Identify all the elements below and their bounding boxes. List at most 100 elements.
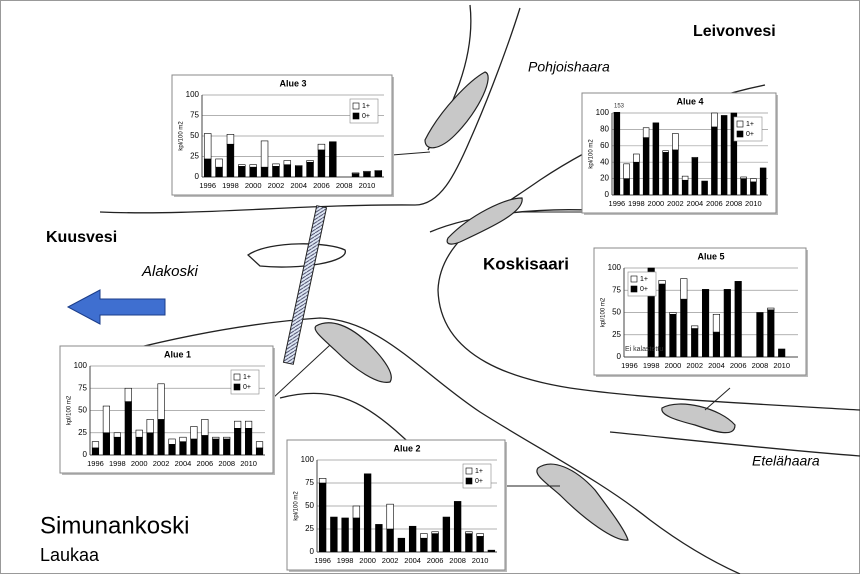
- y-tick-label: 0: [310, 547, 315, 556]
- x-tick-label: 2010: [472, 556, 489, 565]
- x-tick-label: 2006: [313, 181, 330, 190]
- bar: [756, 312, 764, 357]
- bar: [179, 441, 187, 455]
- bar: [341, 517, 349, 552]
- bar: [212, 438, 220, 455]
- bar: [652, 122, 660, 195]
- chart: Alue 3 kpl/100 m2 0 25 50 75 100 1996 1998 2000 20…: [171, 74, 394, 197]
- x-tick-label: 1998: [628, 199, 645, 208]
- x-tick-label: 2004: [687, 199, 704, 208]
- x-tick-label: 2000: [359, 556, 376, 565]
- legend-label: 1+: [746, 121, 754, 128]
- y-tick-label: 25: [305, 524, 314, 533]
- legend-swatch: [465, 467, 473, 475]
- place-label: Etelähaara: [752, 453, 820, 469]
- x-tick-label: 2006: [706, 199, 723, 208]
- x-tick-label: 2002: [686, 361, 703, 370]
- bar: [647, 267, 655, 357]
- bar: [730, 112, 738, 195]
- bars: [318, 473, 496, 552]
- y-tick-label: 100: [608, 263, 622, 272]
- x-tick-label: 2010: [773, 361, 790, 370]
- y-tick-label: 100: [596, 108, 610, 117]
- chart: Alue 5 kpl/100 m2 0 25 50 75 100 1996 1998 2000 20…: [593, 247, 808, 377]
- bar: [179, 436, 187, 442]
- bar: [701, 289, 710, 357]
- legend-label: 0+: [475, 478, 483, 485]
- bars: [203, 133, 383, 177]
- bar: [203, 133, 212, 160]
- y-tick-label: 75: [612, 285, 621, 294]
- chart-title: Alue 1: [164, 349, 191, 359]
- bar: [431, 533, 439, 552]
- annotation: 153: [614, 104, 625, 110]
- bar: [294, 165, 303, 167]
- bar: [226, 143, 235, 177]
- y-tick-label: 50: [78, 406, 87, 415]
- bar: [712, 313, 720, 333]
- bar: [318, 482, 327, 552]
- connectors: [272, 151, 731, 487]
- y-tick-label: 0: [195, 172, 200, 181]
- bar: [408, 525, 417, 552]
- x-tick-label: 1998: [109, 459, 126, 468]
- bar: [476, 533, 484, 537]
- bar: [363, 171, 371, 177]
- bar: [487, 549, 496, 552]
- legend-swatch: [736, 120, 744, 128]
- y-axis-label: kpl/100 m2: [589, 139, 595, 169]
- y-axis-label: kpl/100 m2: [294, 491, 300, 521]
- y-tick-label: 20: [600, 174, 609, 183]
- chart: Alue 4 kpl/100 m2 0 20 40 60 80 100 1996 1998 2000…: [581, 92, 778, 215]
- bar: [658, 280, 666, 285]
- x-tick-label: 2008: [449, 556, 466, 565]
- y-tick-label: 0: [617, 352, 622, 361]
- bar: [102, 432, 110, 455]
- bar: [633, 153, 640, 163]
- chart-title: Alue 3: [279, 78, 306, 88]
- x-tick-label: 2000: [131, 459, 148, 468]
- legend-swatch: [352, 102, 360, 110]
- x-tick-label: 2008: [726, 199, 743, 208]
- bar: [691, 325, 699, 329]
- y-tick-label: 75: [190, 111, 199, 120]
- bar: [203, 158, 212, 177]
- bar: [306, 160, 314, 163]
- x-tick-label: 1998: [337, 556, 354, 565]
- y-tick-label: 100: [74, 361, 88, 370]
- x-tick-label: 2004: [404, 556, 421, 565]
- place-label: Laukaa: [40, 545, 100, 565]
- bar: [672, 149, 679, 195]
- bar: [375, 524, 383, 552]
- bar: [363, 473, 372, 552]
- bar: [245, 427, 253, 455]
- bar: [623, 178, 630, 195]
- bar: [223, 436, 231, 440]
- x-tick-label: 2010: [745, 199, 762, 208]
- flow-arrow: [66, 289, 166, 325]
- bar: [201, 419, 209, 436]
- x-tick-label: 2002: [667, 199, 684, 208]
- bar: [669, 312, 677, 315]
- place-label: Leivonvesi: [693, 23, 776, 40]
- legend-label: 1+: [243, 374, 251, 381]
- bar: [249, 164, 257, 168]
- bars: [647, 267, 786, 357]
- x-tick-label: 2006: [427, 556, 444, 565]
- y-tick-label: 0: [83, 450, 88, 459]
- bar: [226, 134, 235, 145]
- x-tick-label: 2004: [175, 459, 192, 468]
- x-tick-label: 2008: [752, 361, 769, 370]
- legend-swatch: [465, 477, 473, 485]
- bar: [642, 127, 650, 138]
- islands: [314, 71, 736, 541]
- x-tick-label: 2008: [336, 181, 353, 190]
- bar: [317, 149, 326, 177]
- bar: [124, 401, 132, 455]
- bar: [680, 278, 688, 300]
- bar: [234, 420, 242, 429]
- bridge: [282, 205, 328, 365]
- bar: [329, 141, 337, 177]
- bar: [442, 516, 451, 552]
- y-tick-label: 80: [600, 125, 609, 134]
